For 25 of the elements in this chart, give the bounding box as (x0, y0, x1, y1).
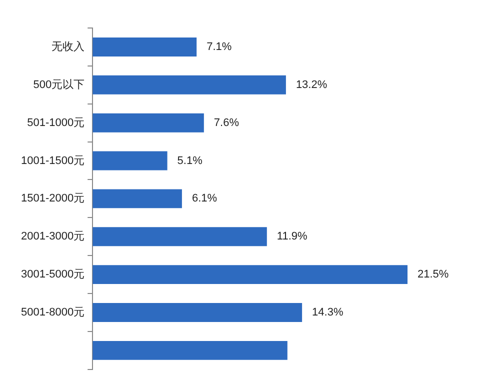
y-tick-label: 1501-2000元 (20, 192, 85, 205)
y-tick-label: 无收入 (52, 40, 85, 53)
bar (92, 151, 168, 170)
bar (92, 189, 182, 208)
y-tick-label: 1001-1500元 (20, 154, 85, 167)
y-tick-label: 3001-5000元 (20, 268, 85, 281)
y-tick-label: 500元以下 (33, 78, 85, 91)
data-label: 14.3% (312, 306, 344, 319)
data-label: 13.2% (296, 78, 328, 91)
bar (92, 265, 408, 284)
data-label: 7.6% (214, 116, 240, 129)
y-tick-label: 501-1000元 (27, 116, 85, 129)
bar (92, 37, 197, 56)
bar (92, 75, 286, 94)
data-label: 6.1% (192, 192, 218, 205)
bar (92, 227, 267, 246)
y-tick-label: 2001-3000元 (20, 230, 85, 243)
data-label: 5.1% (177, 154, 203, 167)
bar (92, 303, 302, 322)
data-label: 21.5% (418, 268, 449, 281)
data-label: 7.1% (206, 41, 232, 53)
y-tick-label: 5001-8000元 (20, 306, 85, 319)
bar (92, 113, 204, 132)
bar (92, 340, 288, 360)
data-label: 11.9% (276, 230, 308, 243)
